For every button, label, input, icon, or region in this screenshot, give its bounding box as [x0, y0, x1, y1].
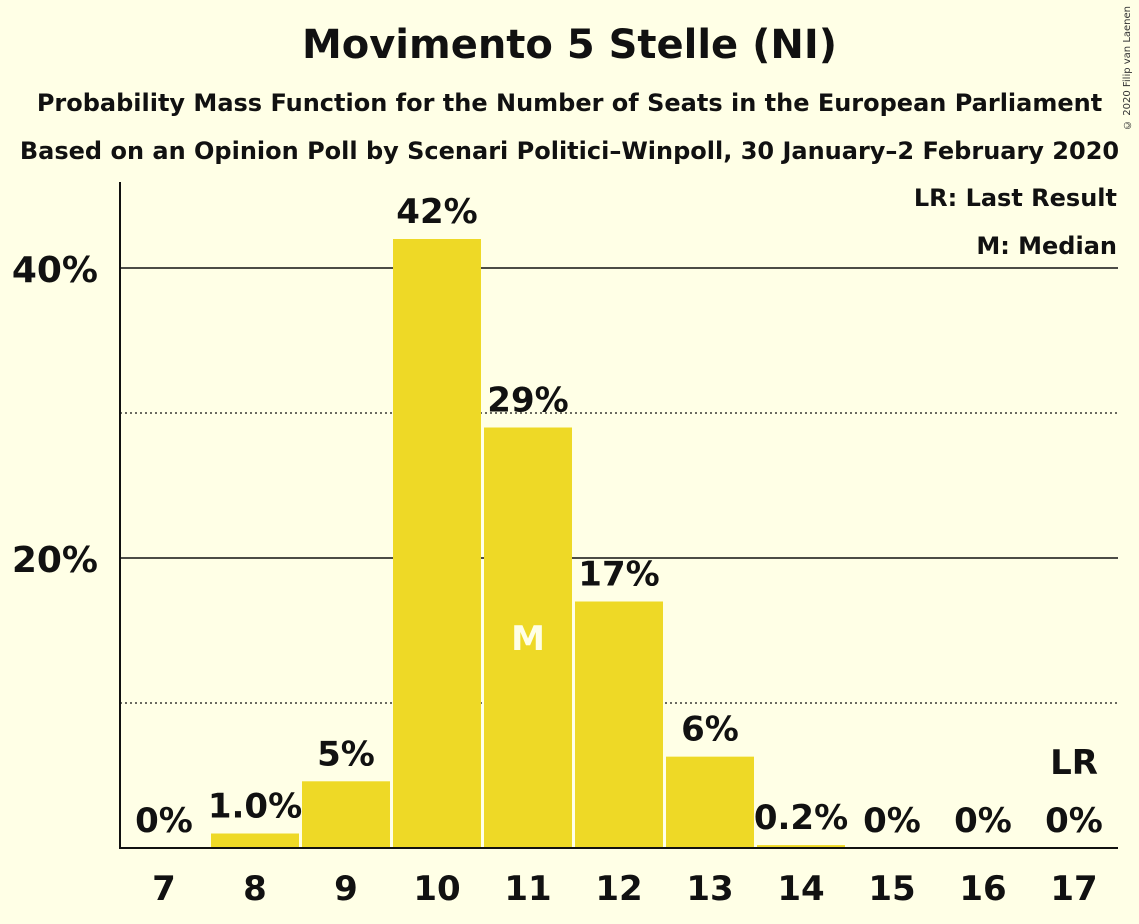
x-tick-label: 11 — [504, 869, 551, 909]
data-label: 0% — [954, 801, 1012, 841]
x-tick-label: 8 — [243, 869, 267, 909]
bar — [211, 833, 299, 848]
x-tick-label: 17 — [1050, 869, 1097, 909]
data-label: 42% — [396, 192, 477, 232]
data-label: 29% — [487, 381, 568, 421]
x-tick-label: 14 — [777, 869, 824, 909]
chart-title: Movimento 5 Stelle (NI) — [301, 22, 838, 68]
bar — [302, 781, 390, 848]
legend-median: M: Median — [976, 232, 1117, 260]
data-label: 1.0% — [208, 787, 302, 827]
bar — [666, 756, 754, 848]
data-label: 6% — [681, 710, 739, 750]
x-tick-label: 9 — [334, 869, 358, 909]
chart-source: Based on an Opinion Poll by Scenari Poli… — [19, 137, 1120, 165]
x-tick-label: 15 — [868, 869, 915, 909]
y-tick-label: 40% — [12, 250, 98, 291]
bar — [575, 601, 663, 848]
bar — [757, 845, 845, 848]
last-result-marker: LR — [1050, 743, 1098, 783]
legend-last-result: LR: Last Result — [913, 184, 1117, 212]
x-tick-label: 12 — [595, 869, 642, 909]
median-marker: M — [511, 619, 545, 659]
y-tick-label: 20% — [12, 540, 98, 581]
bar — [393, 239, 481, 848]
x-tick-label: 7 — [152, 869, 176, 909]
x-tick-label: 13 — [686, 869, 733, 909]
x-tick-label: 10 — [413, 869, 460, 909]
data-label: 0% — [863, 801, 921, 841]
chart-subtitle: Probability Mass Function for the Number… — [36, 89, 1103, 117]
bar — [484, 427, 572, 848]
x-tick-label: 16 — [959, 869, 1006, 909]
data-label: 0% — [1045, 801, 1103, 841]
data-label: 17% — [578, 555, 659, 595]
data-label: 5% — [317, 734, 375, 774]
data-label: 0% — [135, 801, 193, 841]
data-label: 0.2% — [754, 798, 848, 838]
